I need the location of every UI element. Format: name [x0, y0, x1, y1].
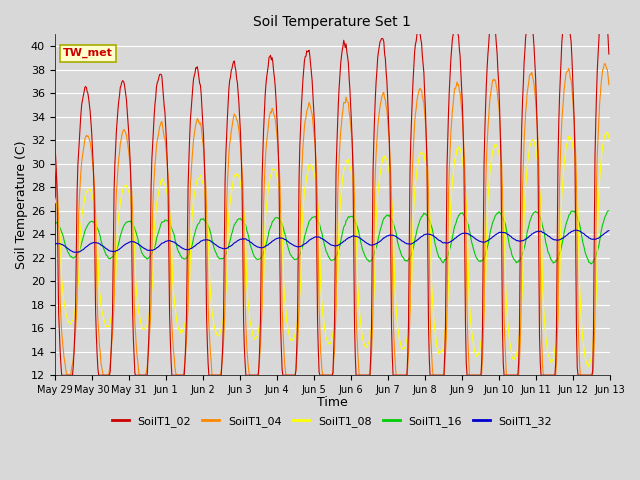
Y-axis label: Soil Temperature (C): Soil Temperature (C): [15, 141, 28, 269]
Text: TW_met: TW_met: [63, 48, 113, 58]
Legend: SoilT1_02, SoilT1_04, SoilT1_08, SoilT1_16, SoilT1_32: SoilT1_02, SoilT1_04, SoilT1_08, SoilT1_…: [108, 411, 557, 431]
X-axis label: Time: Time: [317, 396, 348, 409]
Title: Soil Temperature Set 1: Soil Temperature Set 1: [253, 15, 411, 29]
